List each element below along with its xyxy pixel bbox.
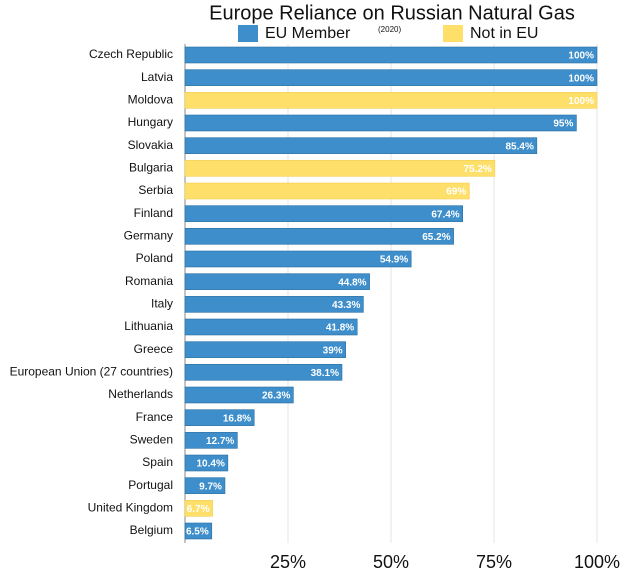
chart-subtitle: (2020) (378, 25, 401, 34)
y-tick-label: United Kingdom (88, 501, 173, 515)
legend-swatch (238, 25, 258, 42)
y-tick-label: Portugal (128, 478, 173, 492)
bar (184, 137, 538, 154)
value-label: 10.4% (196, 459, 224, 470)
y-tick-label: Finland (134, 206, 173, 220)
y-tick-label: Czech Republic (89, 47, 173, 61)
value-label: 100% (568, 73, 594, 84)
bar (184, 477, 226, 494)
y-tick-label: Bulgaria (129, 161, 173, 175)
value-label: 100% (568, 51, 594, 62)
value-label: 38.1% (311, 368, 339, 379)
bar (184, 364, 343, 381)
bar (184, 454, 229, 472)
value-label: 69% (446, 187, 466, 198)
value-label: 12.7% (206, 436, 234, 447)
chart-title: Europe Reliance on Russian Natural Gas (209, 2, 575, 24)
value-label: 85.4% (505, 141, 533, 152)
y-tick-label: Sweden (130, 433, 173, 447)
y-tick-label: Spain (142, 455, 173, 469)
bar (184, 228, 454, 245)
bar (184, 160, 496, 177)
bar (184, 500, 213, 517)
bar (184, 250, 412, 268)
value-label: 44.8% (338, 277, 366, 288)
bar (184, 409, 255, 426)
x-tick-label: 75% (476, 552, 512, 572)
legend-label: EU Member (265, 25, 351, 42)
value-label: 6.7% (187, 504, 210, 515)
bar (184, 432, 238, 449)
y-tick-label: France (136, 410, 174, 424)
y-tick-label: Latvia (141, 70, 173, 84)
y-tick-label: Poland (136, 251, 173, 265)
value-label: 54.9% (380, 255, 408, 266)
value-label: 16.8% (223, 413, 251, 424)
legend-swatch (443, 25, 463, 42)
y-tick-label: Moldova (128, 93, 174, 107)
value-label: 39% (323, 345, 343, 356)
bar (184, 273, 370, 290)
x-tick-label: 100% (574, 552, 620, 572)
bar (184, 296, 364, 313)
y-tick-label: European Union (27 countries) (10, 365, 173, 379)
value-label: 41.8% (326, 323, 354, 334)
bar (184, 341, 346, 358)
value-label: 67.4% (431, 209, 459, 220)
x-tick-label: 25% (270, 552, 306, 572)
y-tick-label: Serbia (138, 183, 173, 197)
value-label: 9.7% (199, 481, 222, 492)
bar (184, 114, 577, 132)
y-tick-label: Hungary (128, 115, 173, 129)
bar (184, 318, 358, 336)
value-label: 26.3% (262, 391, 290, 402)
legend-label: Not in EU (470, 25, 538, 42)
y-tick-label: Netherlands (108, 387, 173, 401)
y-tick-label: Germany (124, 229, 173, 243)
value-label: 65.2% (422, 232, 450, 243)
value-label: 100% (568, 96, 594, 107)
bar (184, 386, 294, 404)
value-label: 95% (553, 119, 573, 130)
bar (184, 69, 598, 86)
value-label: 75.2% (463, 164, 491, 175)
x-tick-label: 50% (373, 552, 409, 572)
y-tick-label: Italy (151, 297, 173, 311)
y-tick-label: Romania (125, 274, 173, 288)
bar (184, 522, 213, 540)
y-tick-label: Lithuania (124, 319, 173, 333)
bar (184, 205, 463, 222)
value-label: 6.5% (186, 527, 209, 538)
bar (184, 182, 470, 200)
y-tick-label: Greece (134, 342, 174, 356)
y-tick-label: Belgium (130, 523, 173, 537)
y-tick-label: Slovakia (128, 138, 174, 152)
bar (184, 46, 598, 64)
bar (184, 92, 598, 109)
value-label: 43.3% (332, 300, 360, 311)
